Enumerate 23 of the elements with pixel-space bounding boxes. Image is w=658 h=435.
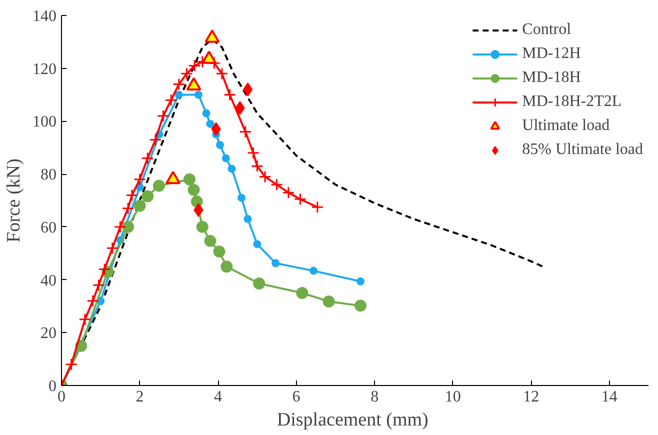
- y-axis-title: Force (kN): [4, 158, 24, 242]
- y-tick-label: 80: [40, 166, 56, 184]
- legend-label: Ultimate load: [522, 117, 610, 135]
- y-tick-label: 100: [32, 114, 56, 131]
- y-tick-label: 40: [40, 272, 56, 290]
- y-tick-label: 20: [40, 325, 56, 342]
- y-tick-label: 60: [40, 219, 56, 236]
- x-tick-label: 12: [523, 388, 540, 406]
- x-tick-label: 10: [444, 388, 461, 406]
- legend-label: Control: [522, 21, 572, 39]
- x-tick-label: 2: [136, 388, 144, 406]
- legend-label: MD-12H: [522, 45, 581, 63]
- legend-label: MD-18H: [522, 69, 581, 87]
- x-axis-title: Displacement (mm): [276, 410, 428, 430]
- x-tick-label: 8: [370, 388, 379, 406]
- x-tick-label: 4: [214, 388, 222, 406]
- legend-label: MD-18H-2T2L: [522, 93, 622, 111]
- y-tick-label: 0: [48, 378, 56, 395]
- x-tick-label: 6: [292, 388, 300, 406]
- y-tick-label: 140: [32, 8, 56, 25]
- y-tick-label: 120: [32, 60, 56, 78]
- legend-label: 85% Ultimate load: [522, 141, 643, 159]
- x-tick-label: 14: [601, 388, 618, 406]
